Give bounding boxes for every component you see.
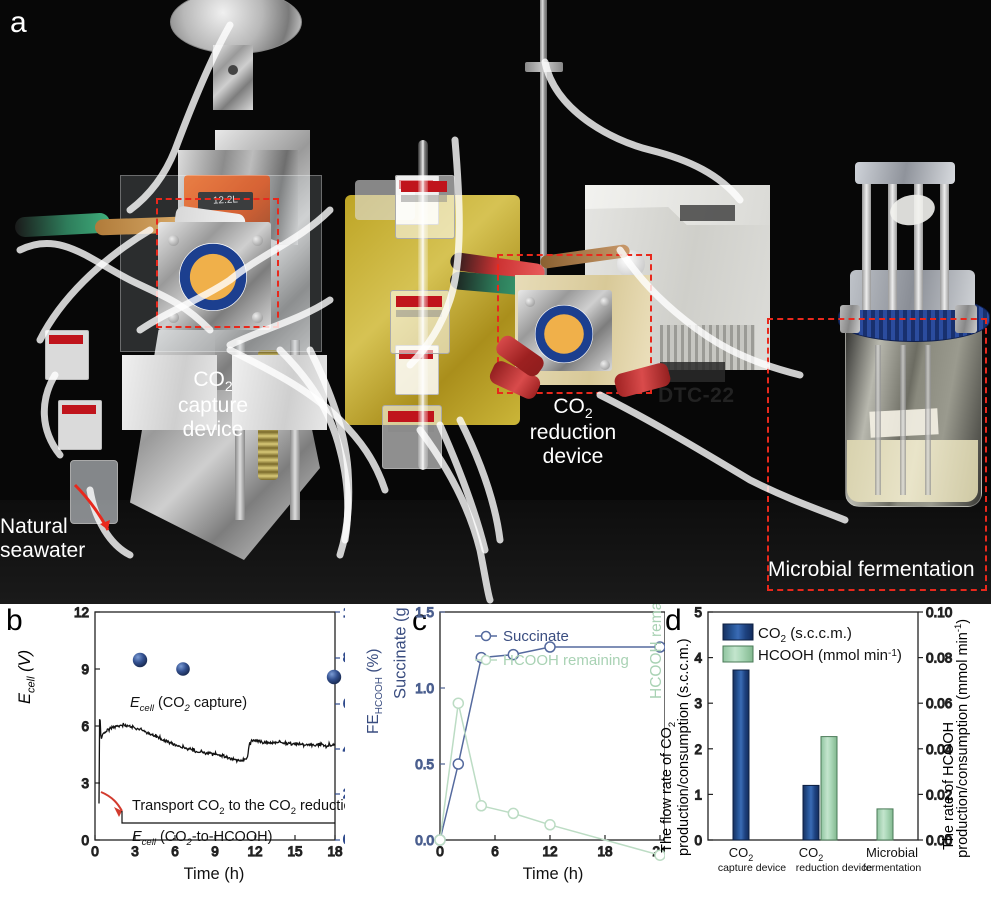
- svg-text:9: 9: [81, 662, 89, 677]
- svg-text:0: 0: [694, 833, 702, 848]
- svg-text:18: 18: [327, 844, 342, 859]
- svg-text:2: 2: [694, 742, 702, 757]
- svg-text:1: 1: [694, 787, 702, 802]
- svg-text:0.0: 0.0: [415, 833, 434, 848]
- svg-text:1.5: 1.5: [415, 605, 434, 620]
- svg-text:6: 6: [171, 844, 179, 859]
- svg-text:fermentation: fermentation: [863, 862, 922, 874]
- svg-text:capture device: capture device: [718, 862, 786, 874]
- svg-text:6: 6: [81, 719, 89, 734]
- svg-text:HCOOH remaining: HCOOH remaining: [503, 652, 629, 669]
- svg-text:4: 4: [694, 651, 702, 666]
- svg-text:0: 0: [91, 844, 99, 859]
- svg-text:12: 12: [74, 605, 89, 620]
- svg-text:9: 9: [211, 844, 219, 859]
- svg-text:6: 6: [491, 844, 499, 859]
- svg-text:5: 5: [694, 605, 702, 620]
- svg-text:15: 15: [287, 844, 302, 859]
- svg-text:18: 18: [597, 844, 612, 859]
- svg-text:Microbial: Microbial: [866, 845, 918, 860]
- svg-text:3: 3: [81, 776, 89, 791]
- svg-text:1.0: 1.0: [415, 681, 434, 696]
- svg-text:0.06: 0.06: [926, 696, 952, 711]
- svg-text:3: 3: [694, 696, 702, 711]
- svg-text:CO2: CO2: [799, 845, 824, 863]
- svg-text:0.10: 0.10: [926, 605, 952, 620]
- svg-text:0: 0: [436, 844, 444, 859]
- svg-text:12: 12: [247, 844, 262, 859]
- svg-text:12: 12: [542, 844, 557, 859]
- svg-text:CO2 (s.c.c.m.): CO2 (s.c.c.m.): [758, 625, 852, 645]
- svg-text:reduction device: reduction device: [796, 862, 873, 874]
- svg-text:Transport CO2 to the CO2 reduc: Transport CO2 to the CO2 reduction devic…: [132, 798, 345, 817]
- svg-text:0.5: 0.5: [415, 757, 434, 772]
- svg-text:0: 0: [81, 833, 89, 848]
- svg-text:HCOOH (mmol min-1): HCOOH (mmol min-1): [758, 647, 902, 664]
- svg-text:Time (h): Time (h): [184, 865, 245, 883]
- svg-text:Time (h): Time (h): [523, 865, 584, 883]
- svg-text:Succinate: Succinate: [503, 628, 569, 645]
- svg-text:CO2: CO2: [729, 845, 754, 863]
- svg-text:0.08: 0.08: [926, 651, 952, 666]
- svg-text:Ecell (CO2 capture): Ecell (CO2 capture): [130, 695, 247, 714]
- svg-text:3: 3: [131, 844, 139, 859]
